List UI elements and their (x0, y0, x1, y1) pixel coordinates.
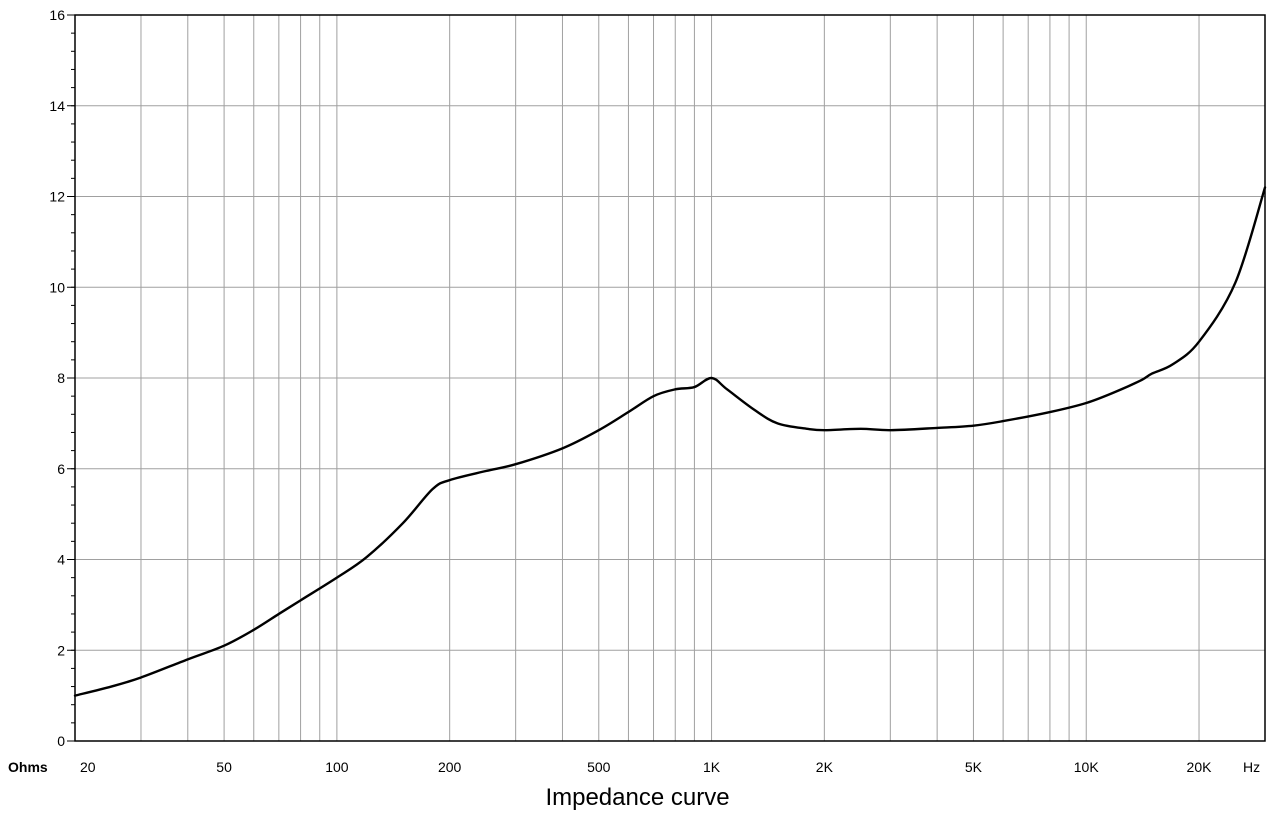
y-tick-label: 2 (57, 642, 65, 658)
x-tick-label: 50 (216, 759, 232, 775)
x-tick-label: 20K (1187, 759, 1213, 775)
x-tick-label: 20 (80, 759, 96, 775)
x-tick-label: 200 (438, 759, 462, 775)
y-tick-label: 4 (57, 552, 65, 568)
x-unit-label: Hz (1243, 759, 1260, 775)
y-axis: 0 2 4 6 8 10 12 14 16 (49, 7, 75, 749)
impedance-series-line (73, 186, 1267, 697)
y-tick-label: 16 (49, 7, 65, 23)
x-tick-label: 500 (587, 759, 611, 775)
grid (75, 15, 1265, 741)
x-tick-label: 1K (703, 759, 721, 775)
y-tick-label: 8 (57, 370, 65, 386)
y-unit-label: Ohms (8, 759, 48, 775)
y-tick-label: 0 (57, 733, 65, 749)
y-tick-label: 12 (49, 189, 65, 205)
x-axis: 20 50 100 200 500 1K 2K 5K 10K 20K (80, 759, 1212, 775)
x-tick-label: 10K (1074, 759, 1100, 775)
y-tick-label: 14 (49, 98, 65, 114)
x-tick-label: 2K (816, 759, 834, 775)
x-tick-label: 5K (965, 759, 983, 775)
y-tick-label: 6 (57, 461, 65, 477)
y-tick-label: 10 (49, 279, 65, 295)
x-tick-label: 100 (325, 759, 349, 775)
chart-caption: Impedance curve (545, 784, 730, 811)
